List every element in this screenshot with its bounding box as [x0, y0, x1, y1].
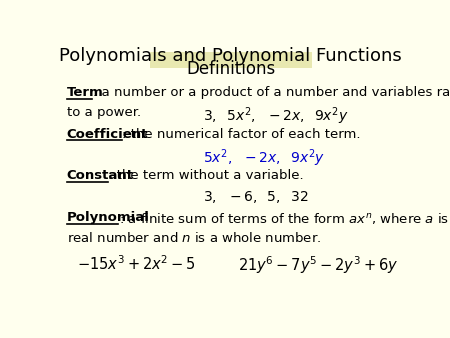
Text: $3,\;\;-6,\;\;5,\;\;32$: $3,\;\;-6,\;\;5,\;\;32$: [202, 189, 308, 205]
Text: Polynomials and Polynomial Functions: Polynomials and Polynomial Functions: [59, 47, 402, 65]
Text: : the term without a variable.: : the term without a variable.: [108, 169, 304, 183]
Text: Term: Term: [67, 86, 104, 99]
Text: : the numerical factor of each term.: : the numerical factor of each term.: [122, 128, 360, 141]
Text: Polynomial: Polynomial: [67, 211, 149, 224]
Text: $-15x^3+2x^2-5$: $-15x^3+2x^2-5$: [77, 254, 196, 273]
Text: Constant: Constant: [67, 169, 134, 183]
FancyBboxPatch shape: [150, 52, 311, 68]
Text: : a number or a product of a number and variables raised: : a number or a product of a number and …: [93, 86, 450, 99]
Text: to a power.: to a power.: [67, 105, 141, 119]
Text: $5x^2,\;\;-2x,\;\;9x^2y$: $5x^2,\;\;-2x,\;\;9x^2y$: [202, 147, 325, 169]
Text: $3,\;\;5x^2,\;\;-2x,\;\;9x^2y$: $3,\;\;5x^2,\;\;-2x,\;\;9x^2y$: [202, 105, 348, 127]
Text: $21y^6-7y^5-2y^3+6y$: $21y^6-7y^5-2y^3+6y$: [238, 254, 398, 276]
Text: real number and $n$ is a whole number.: real number and $n$ is a whole number.: [67, 231, 321, 245]
Text: Definitions: Definitions: [186, 60, 275, 78]
Text: : a finite sum of terms of the form $ax^n$, where $a$ is a: : a finite sum of terms of the form $ax^…: [119, 211, 450, 226]
Text: Coefficient: Coefficient: [67, 128, 148, 141]
